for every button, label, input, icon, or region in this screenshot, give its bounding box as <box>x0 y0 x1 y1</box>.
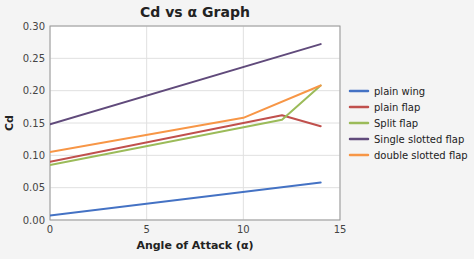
legend-swatch <box>350 122 368 125</box>
tick-label: 0.10 <box>23 150 45 161</box>
y-axis-label: Cd <box>3 115 16 131</box>
legend: plain wing plain flap Split flap Single slo… <box>350 86 468 161</box>
tick-label: 0.00 <box>23 215 45 226</box>
series-line <box>50 85 321 165</box>
series-line <box>50 44 321 124</box>
tick-label: 15 <box>334 224 347 235</box>
series-group <box>50 44 321 215</box>
legend-label: Split flap <box>374 118 418 129</box>
legend-swatch <box>350 90 368 93</box>
x-axis-label: Angle of Attack (α) <box>136 239 253 252</box>
grid-line <box>50 123 340 124</box>
background <box>0 0 474 259</box>
plot-area <box>50 26 340 220</box>
grid-line <box>50 187 340 188</box>
grid-line <box>146 26 147 220</box>
tick-label: 10 <box>237 224 250 235</box>
grid-line <box>50 58 340 59</box>
grid-line <box>50 90 340 91</box>
tick-label: 0.20 <box>23 85 45 96</box>
title: Cd vs α Graph <box>140 4 250 20</box>
tick-label: 0 <box>47 224 53 235</box>
legend-swatch <box>350 106 368 109</box>
legend-label: plain flap <box>374 102 420 113</box>
legend-label: double slotted flap <box>374 150 468 161</box>
tick-label: 0.05 <box>23 182 45 193</box>
chart: Cd vs α Graph 0.00 0.05 0.10 0.15 0.20 0.25 0.3… <box>0 0 474 259</box>
legend-swatch <box>350 138 368 141</box>
series-line <box>50 182 321 215</box>
tick-label: 5 <box>143 224 149 235</box>
legend-swatch <box>350 154 368 157</box>
tick-label: 0.25 <box>23 53 45 64</box>
legend-label: plain wing <box>374 86 425 97</box>
legend-label: Single slotted flap <box>374 134 464 145</box>
plot-frame <box>50 26 340 220</box>
tick-label: 0.30 <box>23 21 45 32</box>
tick-label: 0.15 <box>23 118 45 129</box>
series-line <box>50 85 321 152</box>
